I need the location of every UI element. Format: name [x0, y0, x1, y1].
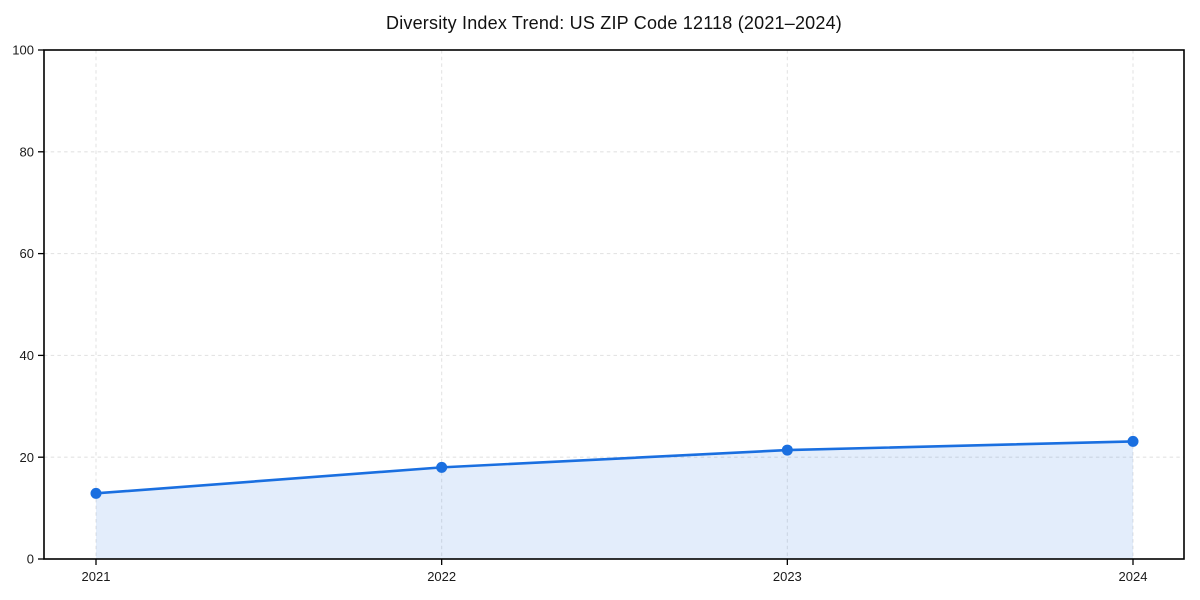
chart-title: Diversity Index Trend: US ZIP Code 12118… — [386, 13, 842, 33]
y-axis-tick-label: 0 — [27, 552, 34, 567]
y-axis-tick-label: 80 — [20, 144, 34, 159]
x-axis-tick-label: 2024 — [1119, 569, 1148, 584]
data-point-marker — [1127, 435, 1139, 447]
data-point-marker — [436, 461, 448, 473]
data-point-marker — [90, 487, 102, 499]
x-axis-tick-label: 2022 — [427, 569, 456, 584]
y-axis-tick-label: 40 — [20, 348, 34, 363]
y-axis-tick-label: 100 — [12, 43, 34, 58]
data-point-marker — [781, 444, 793, 456]
trend-line — [94, 440, 1135, 495]
area-fill — [96, 441, 1133, 559]
x-axis-tick-label: 2023 — [773, 569, 802, 584]
y-axis-tick-label: 60 — [20, 246, 34, 261]
x-axis-tick-label: 2021 — [82, 569, 111, 584]
plot-frame — [43, 49, 1185, 560]
y-axis-tick-label: 20 — [20, 450, 34, 465]
